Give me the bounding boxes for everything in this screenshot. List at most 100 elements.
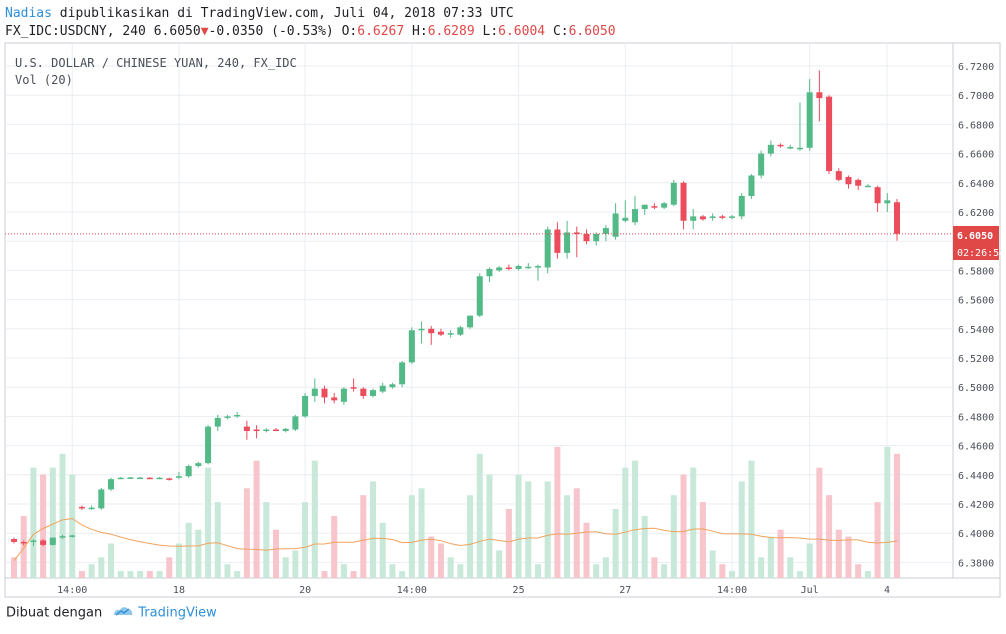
price-tick-label: 6.4800 bbox=[958, 412, 994, 423]
volume-bars bbox=[10, 446, 901, 578]
volume-bar bbox=[292, 550, 299, 578]
candle-body bbox=[622, 217, 629, 221]
candle-body bbox=[525, 266, 532, 269]
volume-bar bbox=[564, 495, 571, 578]
candle-body bbox=[476, 276, 483, 316]
high-value: 6.6289 bbox=[427, 24, 475, 39]
chart-frame bbox=[4, 42, 1001, 598]
time-tick-label: 18 bbox=[173, 585, 185, 596]
candle-body bbox=[806, 92, 813, 148]
price-tag-bg bbox=[953, 226, 999, 260]
time-tick-label: 25 bbox=[513, 585, 525, 596]
high-label: H: bbox=[412, 24, 428, 39]
candle-body bbox=[709, 216, 716, 218]
time-tick-label: 14:00 bbox=[57, 585, 87, 596]
price-axis[interactable]: 6.7200 6.7000 6.6800 6.6600 6.6400 6.6200 6.60… bbox=[958, 62, 994, 569]
candle-body bbox=[10, 539, 18, 542]
volume-bar bbox=[234, 571, 241, 578]
volume-bar bbox=[447, 557, 454, 578]
candle-body bbox=[699, 216, 706, 220]
time-tick-label: 14:00 bbox=[717, 585, 747, 596]
volume-bar bbox=[632, 460, 639, 578]
time-tick-label: 20 bbox=[299, 585, 311, 596]
time-tick-label: Jul bbox=[801, 585, 819, 596]
candle-body bbox=[864, 185, 871, 188]
candle-body bbox=[137, 477, 144, 480]
volume-bar bbox=[117, 571, 124, 578]
volume-bar bbox=[651, 557, 658, 578]
candle-body bbox=[78, 506, 85, 509]
volume-bar bbox=[370, 481, 377, 578]
candle-body bbox=[719, 216, 726, 218]
volume-bar bbox=[622, 467, 629, 578]
candle-body bbox=[214, 417, 221, 427]
candle-body bbox=[748, 175, 755, 196]
volume-bar bbox=[690, 467, 697, 578]
candle-body bbox=[554, 229, 561, 253]
candle-body bbox=[602, 228, 609, 234]
candle-body bbox=[758, 153, 765, 176]
volume-bar bbox=[767, 536, 774, 578]
volume-bar bbox=[476, 453, 483, 578]
volume-bar bbox=[884, 446, 891, 578]
volume-bar bbox=[496, 550, 503, 578]
candle-body bbox=[360, 388, 367, 396]
volume-bar bbox=[253, 460, 260, 578]
candle-body bbox=[127, 477, 134, 479]
volume-bar bbox=[709, 550, 716, 578]
volume-bar bbox=[457, 564, 464, 578]
candle-body bbox=[437, 331, 444, 335]
time-tick-label: 4 bbox=[884, 585, 890, 596]
candle-body bbox=[224, 416, 231, 418]
volume-bar bbox=[20, 515, 27, 578]
volume-bar bbox=[146, 571, 153, 578]
candle-body bbox=[370, 390, 377, 396]
author-link[interactable]: Nadias bbox=[5, 6, 52, 21]
candle-body bbox=[418, 328, 425, 331]
price-tick-label: 6.5400 bbox=[958, 325, 994, 336]
volume-bar bbox=[389, 564, 396, 578]
close-value: 6.6050 bbox=[568, 24, 616, 39]
candle-body bbox=[467, 315, 474, 328]
volume-bar bbox=[515, 474, 522, 578]
volume-legend: Vol (20) bbox=[15, 73, 73, 87]
tradingview-brand[interactable]: TradingView bbox=[138, 605, 217, 621]
volume-bar bbox=[98, 557, 105, 578]
volume-bar bbox=[175, 543, 182, 578]
volume-bar bbox=[108, 543, 115, 578]
volume-bar bbox=[806, 543, 813, 578]
candle-body bbox=[340, 388, 347, 402]
candle-body bbox=[321, 388, 328, 398]
candle-body bbox=[767, 144, 774, 154]
close-label: C: bbox=[552, 24, 569, 39]
candle-body bbox=[729, 216, 736, 218]
price-change: -0.0350 bbox=[208, 24, 264, 39]
candle-body bbox=[612, 213, 619, 237]
price-tick-label: 6.5600 bbox=[958, 296, 994, 307]
volume-bar bbox=[554, 446, 561, 578]
volume-bar bbox=[243, 488, 250, 578]
volume-bar bbox=[661, 564, 668, 578]
candle-body bbox=[690, 216, 697, 221]
price-tick-label: 6.5800 bbox=[958, 266, 994, 277]
candle-body bbox=[651, 206, 658, 208]
publication-line: Nadias dipublikasikan di TradingView.com… bbox=[5, 6, 514, 21]
candle-body bbox=[234, 414, 241, 417]
volume-bar bbox=[602, 557, 609, 578]
candle-body bbox=[632, 209, 639, 223]
candle-body bbox=[20, 541, 27, 544]
volume-bar bbox=[593, 564, 600, 578]
price-chart[interactable]: 6.7200 6.7000 6.6800 6.6600 6.6400 6.6200 6.60… bbox=[0, 0, 1006, 600]
volume-bar bbox=[428, 536, 435, 578]
volume-bar bbox=[166, 557, 173, 578]
volume-bar bbox=[156, 571, 163, 578]
candle-body bbox=[175, 476, 182, 478]
time-axis[interactable]: 14:00 18 20 14:00 25 27 14:00 Jul 4 bbox=[57, 585, 890, 596]
candle-body bbox=[826, 96, 833, 172]
volume-bar bbox=[340, 564, 347, 578]
low-label: L: bbox=[482, 24, 499, 39]
candle-body bbox=[777, 144, 784, 147]
volume-bar bbox=[826, 495, 833, 578]
candle-body bbox=[40, 540, 47, 545]
low-value: 6.6004 bbox=[498, 24, 546, 39]
